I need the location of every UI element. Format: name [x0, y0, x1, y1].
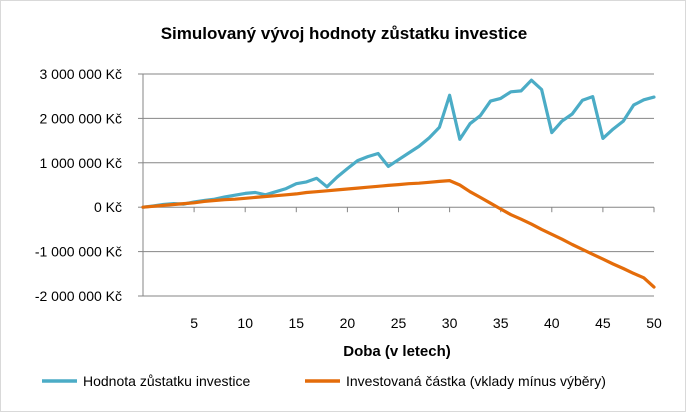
x-tick-label: 25: [391, 315, 407, 331]
x-tick-labels: 5 10 15 20 25 30 35 40 45 50: [190, 315, 662, 331]
y-tick-label: 1 000 000 Kč: [39, 155, 122, 171]
series-line-1: [141, 78, 656, 209]
y-tick-label: 0 Kč: [94, 199, 122, 215]
series-line-2: [141, 179, 656, 289]
x-axis-label: Doba (v letech): [343, 343, 451, 360]
series-lines: [141, 78, 656, 289]
x-tick-label: 15: [289, 315, 305, 331]
x-tick-label: 40: [544, 315, 560, 331]
axes: [138, 73, 655, 297]
x-tick-label: 50: [646, 315, 662, 331]
y-tick-label: -1 000 000 Kč: [35, 244, 122, 260]
x-tick-label: 35: [493, 315, 509, 331]
y-tick-label: 2 000 000 Kč: [39, 110, 122, 126]
legend: Hodnota zůstatku investice Investovaná čá…: [42, 373, 606, 389]
x-tick-label: 20: [340, 315, 356, 331]
gridlines: [143, 73, 654, 297]
y-tick-label: 3 000 000 Kč: [39, 66, 122, 82]
y-tick-labels: 3 000 000 Kč 2 000 000 Kč 1 000 000 Kč 0 Kč…: [35, 66, 122, 304]
x-tick-label: 5: [190, 315, 198, 331]
legend-label-1: Hodnota zůstatku investice: [83, 373, 251, 389]
legend-label-2: Investovaná částka (vklady mínus výběry): [346, 373, 606, 389]
x-tick-label: 10: [237, 315, 253, 331]
chart-title: Simulovaný vývoj hodnoty zůstatku invest…: [161, 24, 528, 43]
y-tick-label: -2 000 000 Kč: [35, 288, 122, 304]
x-tick-label: 30: [442, 315, 458, 331]
x-tick-label: 45: [595, 315, 611, 331]
